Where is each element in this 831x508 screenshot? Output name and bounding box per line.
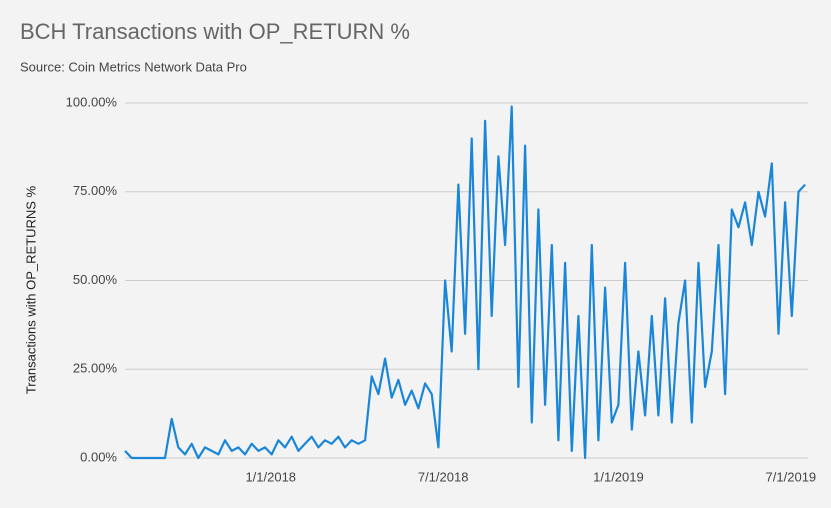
x-tick-label: 1/1/2018 xyxy=(245,469,296,484)
x-tick-label: 1/1/2019 xyxy=(593,469,644,484)
data-line xyxy=(124,105,806,460)
y-tick-label: 75.00% xyxy=(73,183,118,198)
x-tick-label: 7/1/2018 xyxy=(418,469,469,484)
y-tick-label: 50.00% xyxy=(73,272,118,287)
y-tick-label: 100.00% xyxy=(66,94,118,109)
x-tick-label: 7/1/2019 xyxy=(766,469,817,484)
y-tick-label: 25.00% xyxy=(73,361,118,376)
y-axis-label: Transactions with OP_RETURNS % xyxy=(23,185,38,394)
chart-subtitle: Source: Coin Metrics Network Data Pro xyxy=(20,59,247,74)
chart-title: BCH Transactions with OP_RETURN % xyxy=(20,19,410,44)
y-tick-label: 0.00% xyxy=(80,449,117,464)
